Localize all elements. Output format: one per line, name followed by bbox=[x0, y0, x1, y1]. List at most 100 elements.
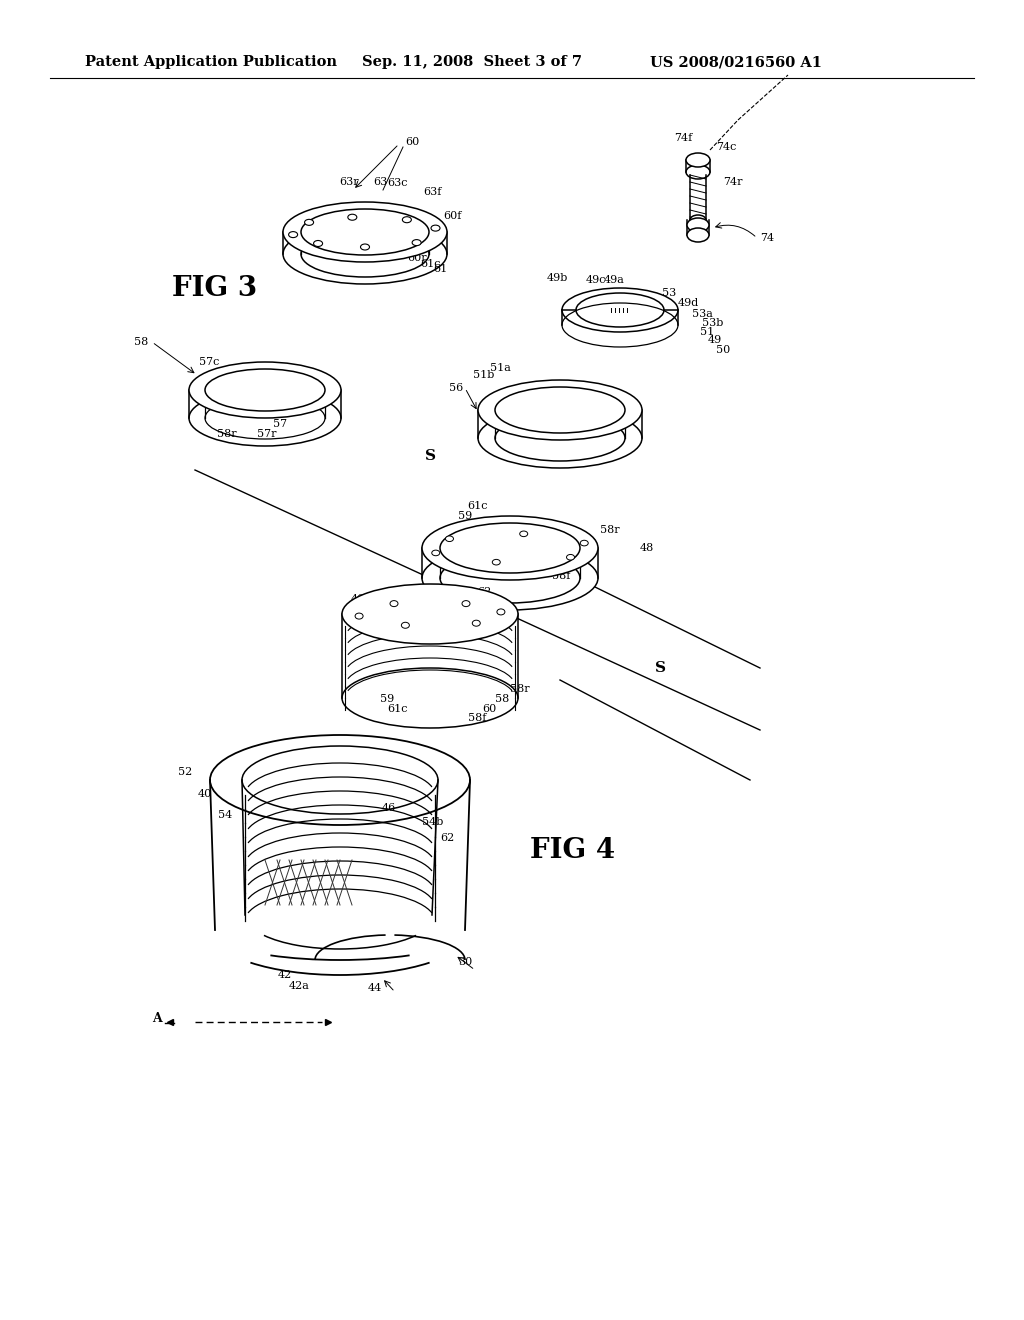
Text: 58r: 58r bbox=[510, 684, 529, 694]
Text: 57: 57 bbox=[273, 418, 287, 429]
Text: 56b: 56b bbox=[598, 391, 620, 401]
Ellipse shape bbox=[348, 214, 356, 220]
Ellipse shape bbox=[462, 601, 470, 607]
Text: 62: 62 bbox=[478, 587, 492, 597]
Ellipse shape bbox=[478, 380, 642, 440]
Ellipse shape bbox=[342, 583, 518, 644]
Ellipse shape bbox=[301, 231, 429, 277]
Text: 60: 60 bbox=[406, 137, 419, 147]
Ellipse shape bbox=[520, 531, 527, 537]
Ellipse shape bbox=[401, 622, 410, 628]
Text: 58: 58 bbox=[582, 539, 596, 548]
Text: 74f: 74f bbox=[674, 133, 692, 143]
Ellipse shape bbox=[283, 202, 447, 261]
Text: S: S bbox=[654, 661, 666, 675]
Text: 49c: 49c bbox=[586, 275, 606, 285]
Text: 57f: 57f bbox=[285, 407, 303, 417]
Text: 61c: 61c bbox=[468, 502, 488, 511]
Text: 56a: 56a bbox=[580, 383, 601, 393]
Text: 60: 60 bbox=[482, 704, 497, 714]
Ellipse shape bbox=[562, 304, 678, 347]
Ellipse shape bbox=[431, 226, 440, 231]
Text: 59: 59 bbox=[458, 511, 472, 521]
Text: 30: 30 bbox=[458, 957, 472, 968]
Ellipse shape bbox=[342, 668, 518, 729]
Text: 60f: 60f bbox=[443, 211, 462, 220]
Ellipse shape bbox=[355, 612, 364, 619]
Ellipse shape bbox=[205, 397, 325, 440]
Text: 56f: 56f bbox=[615, 400, 634, 411]
Ellipse shape bbox=[690, 215, 706, 224]
Ellipse shape bbox=[495, 387, 625, 433]
Text: 48: 48 bbox=[640, 543, 654, 553]
Text: 53b: 53b bbox=[702, 318, 723, 327]
Ellipse shape bbox=[478, 408, 642, 469]
Ellipse shape bbox=[360, 244, 370, 249]
Ellipse shape bbox=[495, 414, 625, 461]
Ellipse shape bbox=[493, 560, 501, 565]
Ellipse shape bbox=[412, 240, 421, 246]
Text: 58: 58 bbox=[495, 694, 509, 704]
Text: 57c: 57c bbox=[199, 356, 219, 367]
Text: 59: 59 bbox=[283, 367, 297, 378]
Text: 49d: 49d bbox=[678, 298, 699, 308]
Text: 58f: 58f bbox=[295, 395, 313, 405]
Text: 62: 62 bbox=[502, 612, 516, 623]
Text: 58: 58 bbox=[134, 337, 148, 347]
Ellipse shape bbox=[687, 228, 709, 242]
Text: 50: 50 bbox=[716, 345, 730, 355]
Text: 42a: 42a bbox=[289, 981, 310, 991]
Ellipse shape bbox=[445, 536, 454, 541]
Text: 46: 46 bbox=[351, 594, 365, 605]
Text: 74c: 74c bbox=[716, 143, 736, 152]
Text: FIG 4: FIG 4 bbox=[530, 837, 615, 863]
Ellipse shape bbox=[189, 389, 341, 446]
Ellipse shape bbox=[686, 153, 710, 168]
Text: 60r: 60r bbox=[407, 253, 427, 263]
Text: Sep. 11, 2008  Sheet 3 of 7: Sep. 11, 2008 Sheet 3 of 7 bbox=[362, 55, 582, 69]
Text: 53: 53 bbox=[662, 288, 676, 298]
Text: 58f: 58f bbox=[552, 572, 570, 581]
Text: 61c: 61c bbox=[420, 259, 440, 269]
Ellipse shape bbox=[686, 165, 710, 180]
Ellipse shape bbox=[313, 240, 323, 247]
Text: 49: 49 bbox=[708, 335, 722, 345]
Text: US 2008/0216560 A1: US 2008/0216560 A1 bbox=[650, 55, 822, 69]
Ellipse shape bbox=[687, 218, 709, 232]
Ellipse shape bbox=[432, 550, 439, 556]
Text: 52: 52 bbox=[178, 767, 193, 777]
Text: 58f: 58f bbox=[468, 713, 486, 723]
Ellipse shape bbox=[566, 554, 574, 560]
Text: 49a: 49a bbox=[604, 275, 625, 285]
Text: 54b: 54b bbox=[422, 817, 443, 828]
Ellipse shape bbox=[189, 362, 341, 418]
Text: 56: 56 bbox=[449, 383, 463, 393]
Text: 63: 63 bbox=[373, 177, 387, 187]
Text: A: A bbox=[153, 1012, 162, 1026]
Text: 51: 51 bbox=[700, 327, 715, 337]
Ellipse shape bbox=[283, 224, 447, 284]
Ellipse shape bbox=[422, 516, 598, 579]
Text: S: S bbox=[425, 449, 435, 463]
Text: 54: 54 bbox=[218, 810, 232, 820]
Text: 40: 40 bbox=[198, 789, 212, 799]
Ellipse shape bbox=[205, 370, 325, 411]
Text: 74r: 74r bbox=[723, 177, 742, 187]
Text: 74: 74 bbox=[760, 234, 774, 243]
Ellipse shape bbox=[390, 601, 398, 607]
Text: 54b: 54b bbox=[482, 597, 504, 607]
Ellipse shape bbox=[472, 620, 480, 626]
Text: 58r: 58r bbox=[217, 429, 237, 440]
Text: 49b: 49b bbox=[547, 273, 568, 282]
Text: 59: 59 bbox=[380, 694, 394, 704]
Text: FIG 3: FIG 3 bbox=[172, 275, 257, 301]
Ellipse shape bbox=[581, 540, 588, 546]
Ellipse shape bbox=[301, 209, 429, 255]
Ellipse shape bbox=[304, 219, 313, 226]
Text: 42: 42 bbox=[278, 970, 292, 979]
Ellipse shape bbox=[440, 523, 580, 573]
Text: 62: 62 bbox=[333, 235, 347, 246]
Ellipse shape bbox=[422, 546, 598, 610]
Text: 57r: 57r bbox=[257, 429, 276, 440]
Text: 60: 60 bbox=[568, 554, 583, 565]
